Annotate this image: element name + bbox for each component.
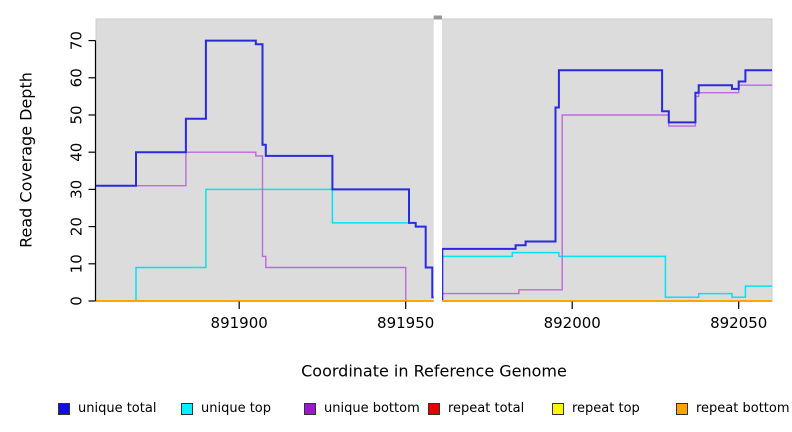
masked-region-band (433, 19, 442, 304)
legend-swatch-unique-total (58, 403, 70, 415)
legend-item-repeat-total: repeat total (428, 402, 524, 416)
x-tick-label-892000: 892000 (544, 314, 601, 332)
x-axis-title: Coordinate in Reference Genome (301, 361, 567, 381)
legend-item-unique-bottom: unique bottom (304, 402, 420, 416)
x-tick-label-891900: 891900 (211, 314, 268, 332)
legend-swatch-repeat-total (428, 403, 440, 415)
x-tick-label-892050: 892050 (710, 314, 767, 332)
y-tick-label-20: 20 (68, 217, 86, 236)
y-tick-label-70: 70 (68, 31, 86, 50)
masked-region-cap (433, 15, 442, 20)
legend-swatch-repeat-bottom (676, 403, 688, 415)
legend-label-unique-bottom: unique bottom (324, 401, 420, 416)
y-axis-title: Read Coverage Depth (16, 72, 36, 248)
legend-label-unique-total: unique total (78, 401, 157, 416)
legend-item-unique-total: unique total (58, 402, 156, 416)
legend-label-repeat-bottom: repeat bottom (696, 401, 790, 416)
y-tick-label-30: 30 (68, 180, 86, 199)
y-tick-label-0: 0 (68, 296, 86, 306)
x-tick-label-891950: 891950 (377, 314, 434, 332)
y-tick-label-40: 40 (68, 143, 86, 162)
series-unique-bottom-line (96, 84, 772, 302)
legend-swatch-unique-bottom (304, 403, 316, 415)
legend-item-repeat-top: repeat top (552, 402, 640, 416)
legend-label-repeat-top: repeat top (572, 401, 640, 416)
legend-swatch-unique-top (181, 403, 193, 415)
y-tick-label-10: 10 (68, 254, 86, 273)
legend-label-repeat-total: repeat total (448, 401, 525, 416)
legend-item-repeat-bottom: repeat bottom (676, 402, 790, 416)
legend-swatch-repeat-top (552, 403, 564, 415)
legend-item-unique-top: unique top (181, 402, 271, 416)
y-tick-label-50: 50 (68, 105, 86, 124)
y-tick-label-60: 60 (68, 68, 86, 87)
legend-label-unique-top: unique top (201, 401, 272, 416)
